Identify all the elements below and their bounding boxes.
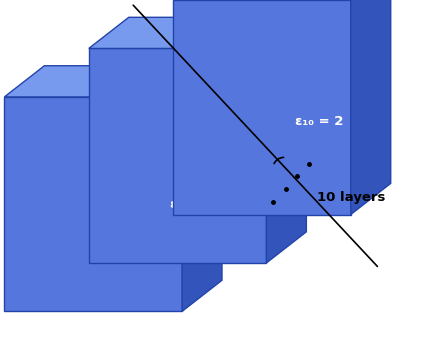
Polygon shape: [89, 17, 306, 48]
Text: ε₂ = 6: ε₂ = 6: [170, 198, 212, 211]
Text: 10 layers: 10 layers: [317, 191, 386, 204]
Polygon shape: [173, 0, 351, 215]
Text: ε₁₀ = 2: ε₁₀ = 2: [296, 115, 344, 128]
Polygon shape: [182, 66, 222, 311]
Polygon shape: [266, 17, 306, 263]
Polygon shape: [4, 66, 222, 97]
Polygon shape: [351, 0, 391, 215]
Polygon shape: [4, 97, 182, 311]
Text: ε₁ = 3: ε₁ = 3: [90, 243, 132, 256]
Polygon shape: [89, 48, 266, 263]
